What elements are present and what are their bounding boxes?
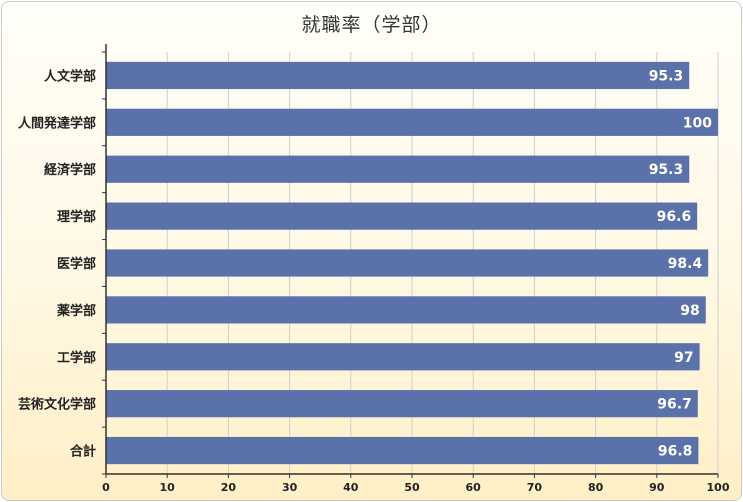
x-tick-label-10: 10 bbox=[160, 481, 176, 494]
bar-0 bbox=[106, 61, 690, 90]
bar-2 bbox=[106, 155, 690, 183]
x-tick-label-40: 40 bbox=[343, 481, 359, 494]
category-label-2: 経済学部 bbox=[44, 162, 96, 178]
data-label-1: 100 bbox=[683, 115, 712, 131]
bar-5 bbox=[106, 296, 706, 324]
x-tick-label-30: 30 bbox=[282, 481, 298, 494]
x-tick-label-80: 80 bbox=[588, 481, 604, 494]
bar-4 bbox=[106, 249, 709, 277]
category-label-7: 芸術文化学部 bbox=[18, 397, 96, 413]
x-tick-label-60: 60 bbox=[466, 481, 482, 494]
data-label-0: 95.3 bbox=[649, 68, 684, 84]
category-label-6: 工学部 bbox=[57, 350, 96, 366]
category-label-0: 人文学部 bbox=[44, 68, 96, 84]
category-label-4: 医学部 bbox=[57, 256, 96, 272]
data-label-2: 95.3 bbox=[649, 162, 684, 178]
x-tick-label-20: 20 bbox=[221, 481, 237, 494]
x-tick-label-50: 50 bbox=[404, 481, 420, 494]
x-tick-label-90: 90 bbox=[649, 481, 665, 494]
data-label-8: 96.8 bbox=[658, 444, 693, 460]
category-label-8: 合計 bbox=[70, 444, 96, 460]
bar-3 bbox=[106, 202, 698, 230]
bar-1 bbox=[106, 108, 718, 136]
data-label-3: 96.6 bbox=[657, 209, 692, 225]
data-label-5: 98 bbox=[680, 303, 699, 319]
category-label-1: 人間発達学部 bbox=[18, 115, 96, 131]
bar-8 bbox=[106, 436, 699, 465]
data-label-7: 96.7 bbox=[657, 397, 692, 413]
data-label-4: 98.4 bbox=[668, 256, 703, 272]
category-label-3: 理学部 bbox=[57, 209, 96, 225]
x-tick-label-100: 100 bbox=[707, 481, 730, 494]
bar-6 bbox=[106, 343, 700, 371]
data-label-6: 97 bbox=[674, 350, 693, 366]
chart-title: 就職率（学部） bbox=[301, 14, 442, 36]
x-tick-label-0: 0 bbox=[102, 481, 110, 494]
bar-7 bbox=[106, 390, 698, 418]
x-tick-label-70: 70 bbox=[527, 481, 543, 494]
category-label-5: 薬学部 bbox=[56, 303, 96, 319]
